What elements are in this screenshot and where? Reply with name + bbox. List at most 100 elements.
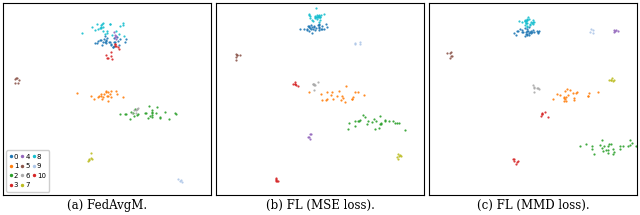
Point	[598, 144, 609, 148]
Point	[528, 84, 538, 87]
Point	[343, 127, 353, 131]
Point	[349, 42, 360, 46]
Point	[13, 81, 23, 84]
Point	[358, 113, 368, 117]
Point	[96, 39, 106, 42]
Point	[92, 22, 102, 25]
Point	[84, 157, 95, 161]
Point	[312, 17, 322, 21]
Point	[101, 37, 111, 40]
Point	[532, 30, 543, 33]
Point	[304, 26, 314, 29]
Point	[314, 15, 324, 18]
Point	[521, 19, 531, 23]
Point	[111, 29, 121, 33]
Point	[552, 92, 563, 95]
Point	[561, 95, 572, 99]
Point	[305, 132, 316, 136]
Point	[160, 110, 170, 114]
Point	[625, 143, 635, 147]
Point	[609, 29, 619, 32]
Point	[314, 15, 324, 18]
Point	[315, 18, 325, 22]
Point	[334, 89, 344, 93]
Point	[101, 41, 111, 44]
Point	[609, 79, 619, 82]
Point	[602, 151, 612, 155]
Point	[307, 25, 317, 29]
Point	[532, 31, 543, 34]
Point	[521, 21, 531, 24]
Point	[304, 90, 314, 93]
Point	[563, 94, 573, 97]
Point	[383, 119, 394, 123]
Point	[308, 82, 318, 86]
Point	[102, 31, 112, 34]
Point	[555, 94, 565, 97]
Point	[295, 27, 305, 30]
Point	[111, 89, 121, 93]
Point	[309, 24, 319, 28]
Point	[299, 27, 309, 31]
Point	[304, 29, 314, 32]
Point	[100, 32, 110, 35]
Point	[527, 21, 538, 25]
Point	[311, 6, 321, 10]
Point	[109, 31, 120, 34]
Point	[308, 28, 318, 31]
Point	[522, 26, 532, 29]
Point	[96, 25, 106, 29]
Point	[310, 26, 321, 29]
Point	[102, 94, 113, 98]
Point	[314, 14, 324, 18]
Point	[548, 97, 558, 100]
Point	[537, 112, 547, 115]
Point	[112, 92, 122, 96]
Point	[317, 98, 328, 101]
Point	[95, 92, 106, 95]
Point	[341, 85, 351, 88]
Point	[527, 18, 538, 22]
Point	[110, 33, 120, 36]
Point	[517, 28, 527, 31]
Point	[520, 23, 530, 26]
Point	[319, 12, 330, 16]
Point	[147, 108, 157, 112]
Point	[508, 157, 518, 161]
Point	[350, 124, 360, 128]
Point	[349, 41, 360, 44]
Point	[314, 26, 324, 30]
Point	[525, 30, 536, 34]
Point	[98, 21, 108, 25]
Point	[623, 144, 634, 148]
Point	[87, 157, 97, 161]
Point	[10, 77, 20, 80]
Point	[313, 80, 323, 84]
Point	[120, 37, 131, 41]
Point	[615, 147, 625, 151]
Point	[86, 25, 97, 29]
Point	[606, 78, 616, 82]
Point	[607, 77, 617, 80]
Point	[230, 55, 241, 58]
Point	[528, 20, 538, 24]
Point	[106, 43, 116, 46]
Point	[173, 177, 183, 181]
Point	[537, 112, 547, 116]
Point	[522, 33, 532, 36]
Point	[596, 138, 607, 142]
Point	[89, 97, 99, 100]
Point	[132, 108, 142, 111]
Point	[308, 82, 318, 86]
Point	[509, 157, 520, 161]
Point	[12, 76, 22, 80]
Point	[120, 112, 131, 116]
Point	[100, 39, 111, 43]
Point	[367, 120, 377, 124]
Point	[77, 31, 88, 34]
Point	[569, 97, 579, 100]
Point	[109, 41, 119, 44]
Point	[380, 118, 390, 122]
Point	[113, 43, 124, 46]
Point	[86, 157, 97, 160]
